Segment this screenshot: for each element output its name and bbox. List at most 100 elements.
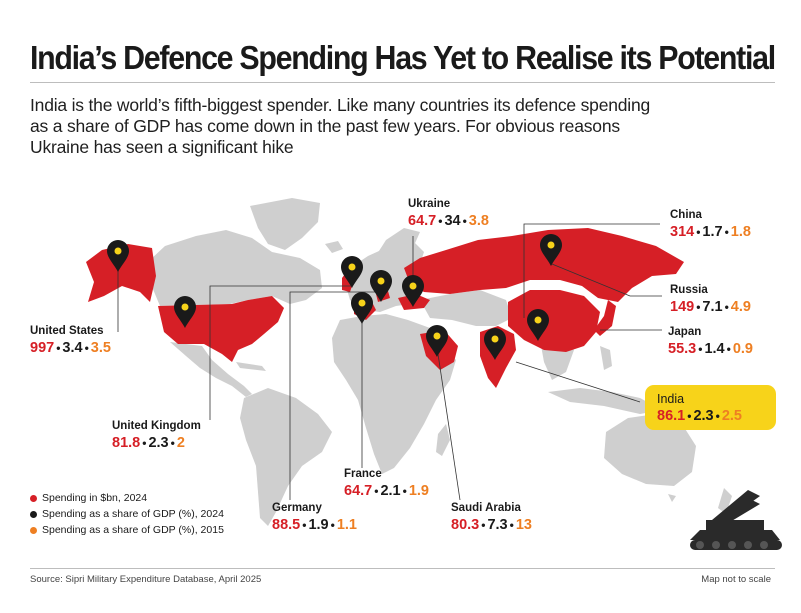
country-values: 55.3 • 1.4 • 0.9 — [668, 340, 753, 359]
pin-icon-uk — [341, 256, 363, 288]
separator: • — [696, 300, 701, 314]
country-values: 88.5 • 1.9 • 1.1 — [272, 516, 357, 535]
legend-swatch-black — [30, 510, 37, 518]
gdp-2024-value: 1.7 — [702, 224, 723, 240]
pin-icon-china — [527, 309, 549, 341]
callout-japan: Japan 55.3 • 1.4 • 0.9 — [668, 325, 753, 359]
gdp-2024-value: 2.1 — [380, 483, 401, 499]
country-values: 64.7 • 2.1 • 1.9 — [344, 482, 429, 501]
gdp-2024-value: 7.1 — [702, 299, 723, 315]
uk-leader-line — [209, 285, 352, 420]
separator: • — [438, 214, 443, 228]
philippines-shape — [600, 346, 612, 370]
spend-value: 314 — [670, 224, 695, 240]
country-name: China — [670, 209, 702, 221]
missile-launcher-icon — [690, 490, 782, 550]
separator: • — [84, 341, 89, 355]
spend-value: 149 — [670, 299, 695, 315]
country-name: United Kingdom — [112, 420, 201, 432]
gdp-2015-value: 1.8 — [730, 224, 751, 240]
scale-note: Map not to scale — [701, 574, 771, 585]
separator: • — [142, 436, 147, 450]
pin-icon-us-alaska — [107, 240, 129, 272]
country-name: France — [344, 468, 382, 480]
callout-china: China 314 • 1.7 • 1.8 — [670, 208, 751, 242]
pin-icon-ukraine — [402, 275, 424, 307]
pin-icon-france — [351, 292, 373, 324]
callout-russia: Russia 149 • 7.1 • 4.9 — [670, 283, 751, 317]
subtitle-line: India is the world’s fifth-biggest spend… — [30, 95, 651, 115]
south-america-shape — [240, 388, 332, 526]
separator: • — [462, 214, 467, 228]
china-shape — [508, 290, 600, 352]
spend-value: 64.7 — [408, 213, 437, 229]
country-values: 81.8 • 2.3 • 2 — [112, 434, 201, 453]
country-values: 64.7 • 34 • 3.8 — [408, 212, 489, 231]
country-name: India — [657, 392, 685, 406]
legend-swatch-orange — [30, 526, 37, 534]
callout-ukraine: Ukraine 64.7 • 34 • 3.8 — [408, 197, 489, 231]
country-name: Japan — [668, 326, 702, 338]
indonesia-shape — [548, 388, 662, 414]
subtitle: India is the world’s fifth-biggest spend… — [30, 95, 775, 158]
country-name: United States — [30, 325, 104, 337]
legend: Spending in $bn, 2024 Spending as a shar… — [30, 490, 224, 538]
legend-item: Spending as a share of GDP (%), 2024 — [30, 506, 224, 522]
russia-shape — [404, 228, 684, 302]
india-leader-line — [515, 361, 641, 403]
separator: • — [330, 518, 335, 532]
country-name: Saudi Arabia — [451, 502, 521, 514]
separator: • — [715, 409, 720, 423]
alaska-shape — [86, 244, 156, 302]
separator: • — [724, 225, 729, 239]
spend-value: 80.3 — [451, 517, 480, 533]
gdp-2024-value: 7.3 — [487, 517, 508, 533]
gdp-2015-value: 13 — [515, 517, 532, 533]
page-title: India’s Defence Spending Has Yet to Real… — [30, 39, 776, 76]
germany-leader-line — [289, 291, 382, 500]
pin-icon-saudi-arabia — [426, 325, 448, 357]
location-pins — [107, 234, 562, 360]
legend-item: Spending in $bn, 2024 — [30, 490, 224, 506]
country-values: 86.1 • 2.3 • 2.5 — [657, 407, 742, 426]
legend-swatch-red — [30, 494, 37, 502]
source-note: Source: Sipri Military Expenditure Datab… — [30, 574, 262, 585]
spend-value: 55.3 — [668, 341, 697, 357]
callout-france: France 64.7 • 2.1 • 1.9 — [344, 467, 429, 501]
gdp-2024-value: 1.4 — [704, 341, 725, 357]
greenland-shape — [250, 198, 320, 250]
separator: • — [698, 342, 703, 356]
separator: • — [481, 518, 486, 532]
scandinavia-shape — [372, 228, 420, 276]
callout-saudi-arabia: Saudi Arabia 80.3 • 7.3 • 13 — [451, 501, 532, 535]
separator: • — [56, 341, 61, 355]
legend-label: Spending as a share of GDP (%), 2024 — [42, 508, 224, 520]
separator: • — [724, 300, 729, 314]
leader-lines — [117, 223, 662, 501]
pin-icon-germany — [370, 270, 392, 302]
tasmania-shape — [668, 494, 676, 502]
separator: • — [726, 342, 731, 356]
separator: • — [509, 518, 514, 532]
spend-value: 64.7 — [344, 483, 373, 499]
japan-shape — [594, 300, 616, 336]
callout-germany: Germany 88.5 • 1.9 • 1.1 — [272, 501, 357, 535]
spend-value: 88.5 — [272, 517, 301, 533]
callout-united-kingdom: United Kingdom 81.8 • 2.3 • 2 — [112, 419, 201, 453]
country-values: 149 • 7.1 • 4.9 — [670, 298, 751, 317]
legend-label: Spending as a share of GDP (%), 2015 — [42, 524, 224, 536]
pin-icon-usa — [174, 296, 196, 328]
madagascar-shape — [436, 424, 450, 456]
country-values: 997 • 3.4 • 3.5 — [30, 339, 111, 358]
separator: • — [374, 484, 379, 498]
gdp-2024-value: 1.9 — [308, 517, 329, 533]
africa-shape — [332, 314, 456, 474]
subtitle-line: as a share of GDP has come down in the p… — [30, 116, 620, 136]
gdp-2024-value: 3.4 — [62, 340, 83, 356]
separator: • — [402, 484, 407, 498]
gdp-2015-value: 3.5 — [90, 340, 111, 356]
separator: • — [687, 409, 692, 423]
pin-icon-india — [484, 328, 506, 360]
gdp-2015-value: 3.8 — [468, 213, 489, 229]
gdp-2015-value: 0.9 — [732, 341, 753, 357]
